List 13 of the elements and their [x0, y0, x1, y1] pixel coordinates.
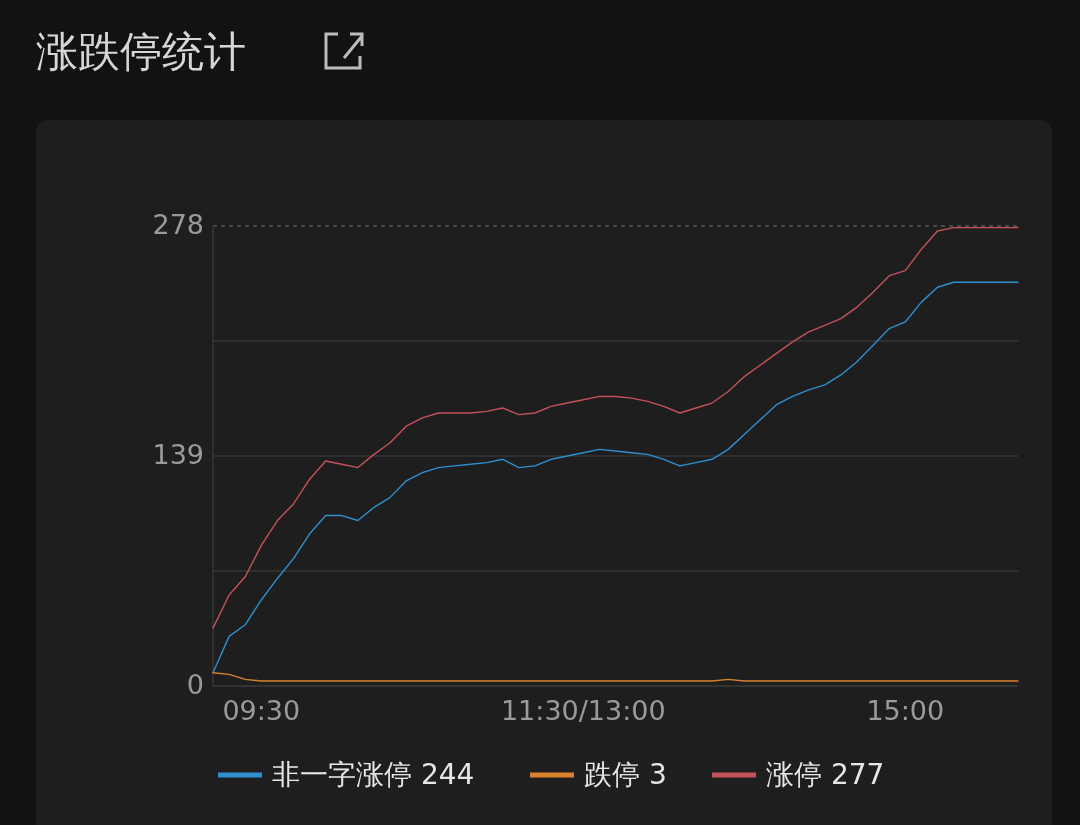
x-tick-label: 09:30: [222, 694, 301, 726]
line-series: [212, 672, 1019, 682]
line-series: [212, 281, 1019, 674]
line-series: [212, 226, 1019, 629]
legend-label: 涨停 277: [766, 758, 885, 791]
x-tick-label: 15:00: [866, 694, 945, 726]
legend-label: 跌停 3: [584, 758, 667, 791]
y-tick-label: 139: [152, 438, 204, 470]
legend-label: 非一字涨停 244: [272, 758, 475, 791]
y-tick-label: 278: [152, 208, 204, 240]
y-tick-label: 0: [186, 668, 204, 700]
x-tick-label: 11:30/13:00: [500, 694, 666, 726]
chart-title: 涨跌停统计: [36, 27, 246, 76]
